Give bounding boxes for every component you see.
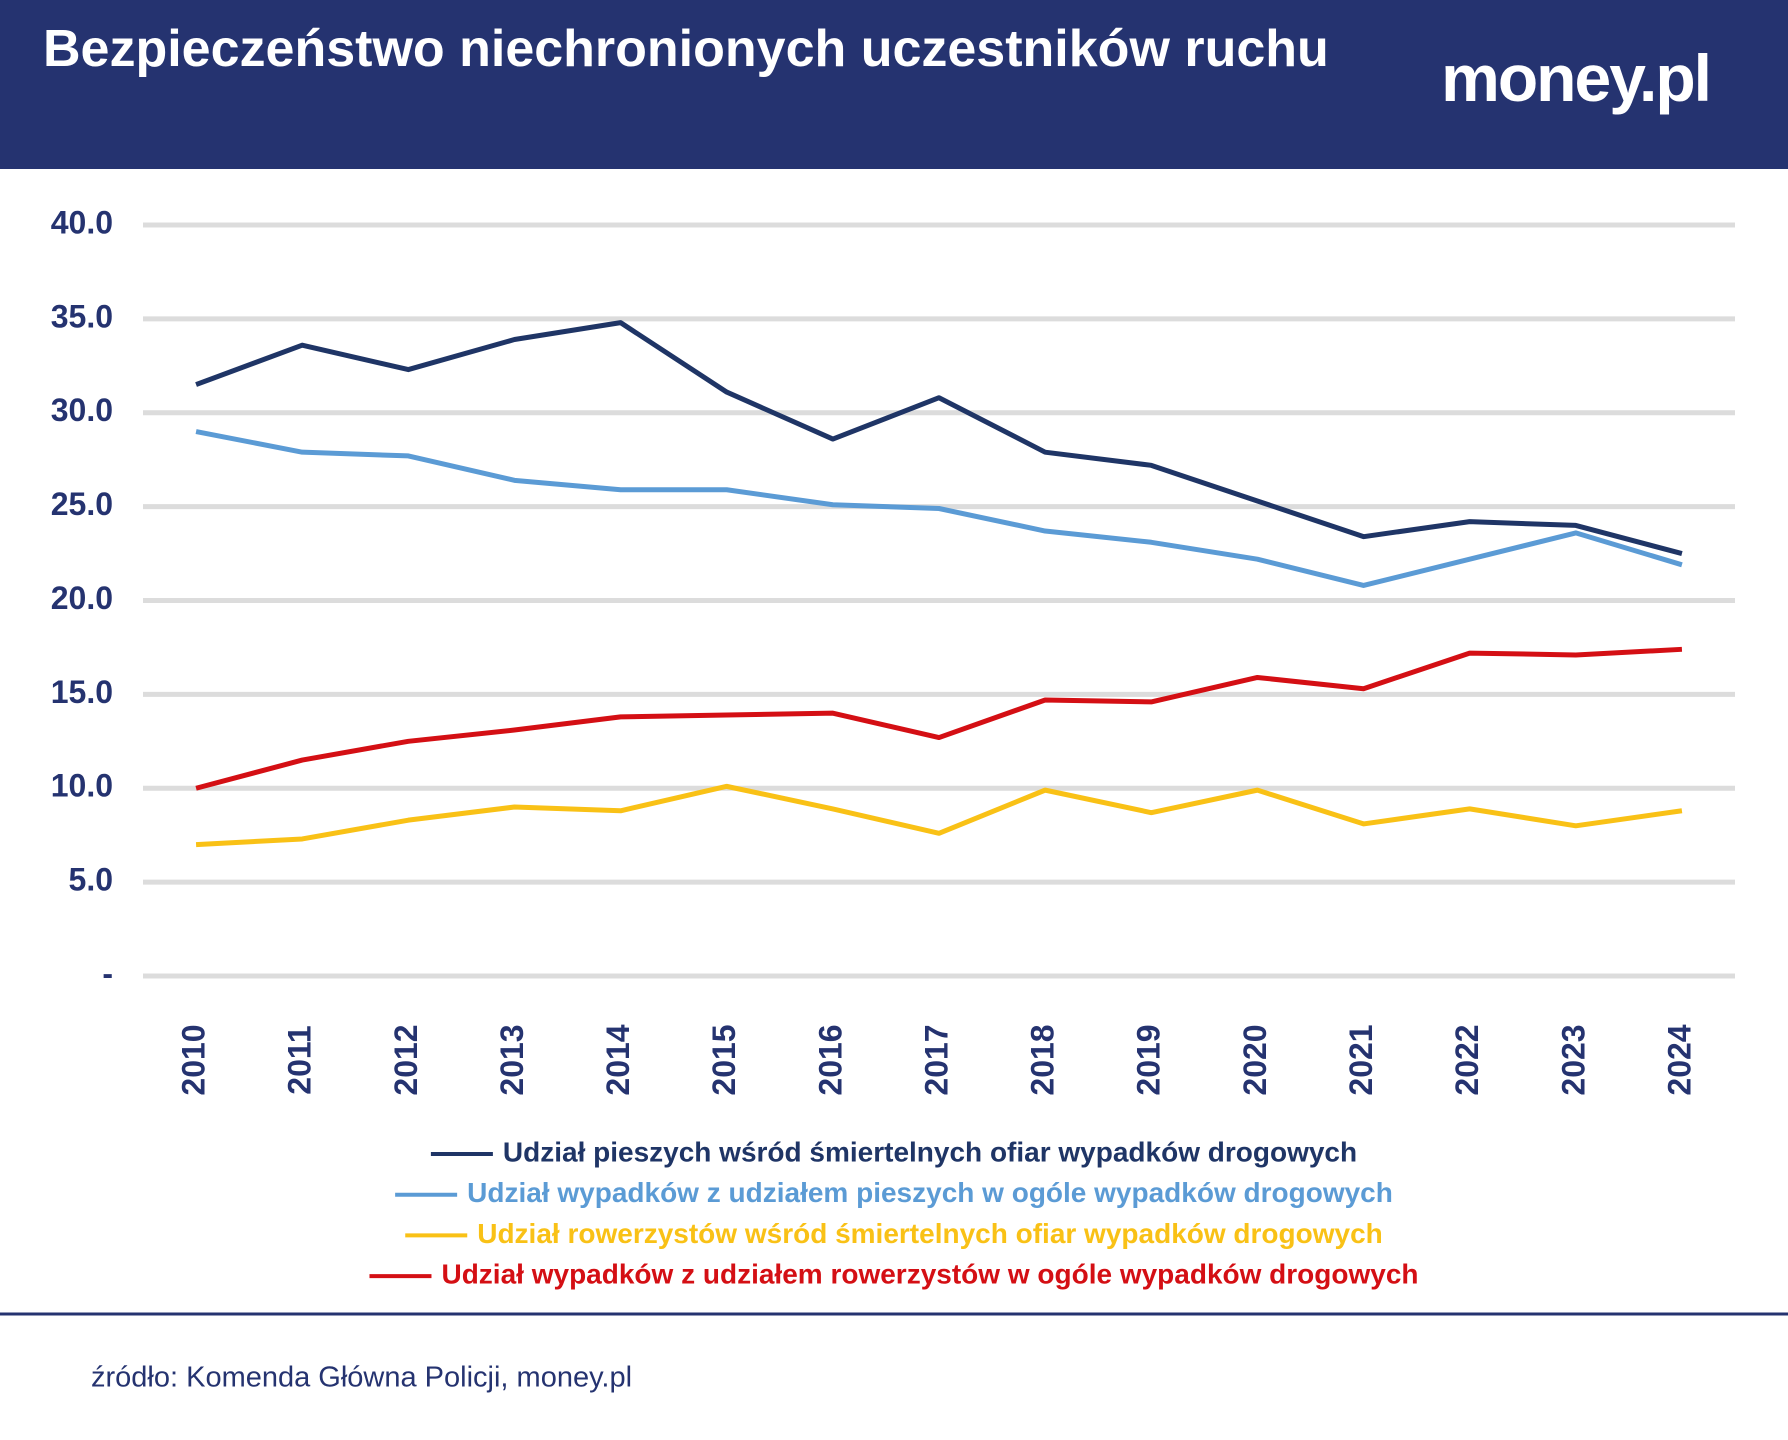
series-line [195, 320, 1683, 556]
series-line [195, 783, 1683, 848]
legend-label: Udział rowerzystów wśród śmiertelnych of… [477, 1218, 1383, 1249]
x-tick-label: 2015 [706, 1024, 742, 1095]
x-tick-label: 2010 [176, 1024, 212, 1095]
series-line [195, 429, 1683, 588]
x-tick-label: 2023 [1555, 1024, 1591, 1095]
source: źródło: Komenda Główna Policji, money.pl [91, 1362, 632, 1394]
legend-item: Udział pieszych wśród śmiertelnych ofiar… [430, 1136, 1357, 1167]
y-tick-label: 15.0 [51, 674, 113, 710]
x-tick-label: 2022 [1449, 1024, 1485, 1095]
y-tick-label: - [102, 955, 113, 991]
y-tick-label: 40.0 [51, 204, 113, 240]
legend-item: Udział wypadków z udziałem rowerzystów w… [369, 1258, 1419, 1289]
legend-label: Udział wypadków z udziałem pieszych w og… [467, 1177, 1393, 1208]
legend-item: Udział rowerzystów wśród śmiertelnych of… [405, 1218, 1383, 1249]
y-tick-label: 35.0 [51, 298, 113, 334]
x-tick-label: 2013 [494, 1024, 530, 1095]
x-tick-label: 2024 [1661, 1024, 1697, 1095]
x-tick-label: 2017 [918, 1024, 954, 1095]
x-tick-label: 2012 [388, 1024, 424, 1095]
x-tick-label: 2014 [600, 1024, 636, 1095]
y-tick-label: 10.0 [51, 768, 113, 804]
header: Bezpieczeństwo niechronionych uczestnikó… [0, 0, 1788, 169]
series-line [195, 646, 1683, 791]
x-tick-label: 2021 [1343, 1024, 1379, 1095]
chart-title: Bezpieczeństwo niechronionych uczestnikó… [43, 20, 1329, 78]
x-tick-label: 2019 [1131, 1024, 1167, 1095]
x-tick-label: 2011 [282, 1025, 318, 1094]
legend-item: Udział wypadków z udziałem pieszych w og… [395, 1177, 1393, 1208]
x-tick-label: 2018 [1025, 1024, 1061, 1095]
x-tick-label: 2016 [812, 1024, 848, 1095]
y-tick-label: 30.0 [51, 392, 113, 428]
x-tick-label: 2020 [1237, 1024, 1273, 1095]
y-tick-label: 5.0 [69, 862, 113, 898]
y-tick-label: 25.0 [51, 486, 113, 522]
legend-label: Udział wypadków z udziałem rowerzystów w… [441, 1258, 1418, 1289]
logo: money.pl [1441, 41, 1712, 115]
legend-label: Udział pieszych wśród śmiertelnych ofiar… [503, 1136, 1357, 1167]
y-tick-label: 20.0 [51, 580, 113, 616]
